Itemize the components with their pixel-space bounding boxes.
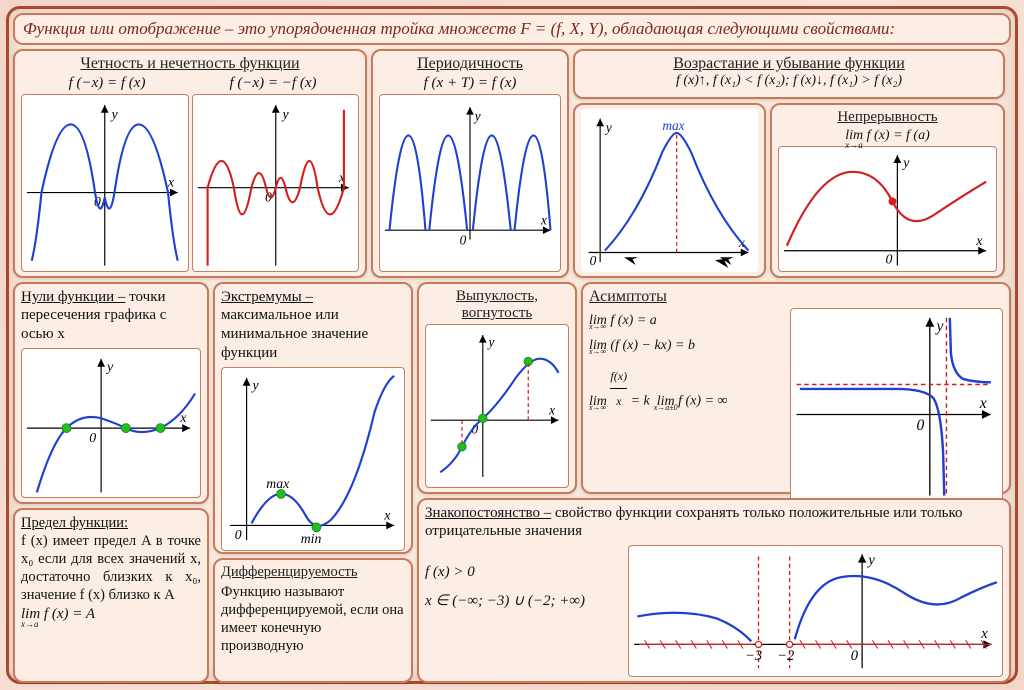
content-grid: Четность и нечетность функции f (−x) = f… bbox=[13, 49, 1011, 673]
svg-text:y: y bbox=[604, 120, 612, 135]
extrema-chart: y x 0 max min bbox=[221, 367, 405, 551]
svg-text:0: 0 bbox=[851, 648, 859, 664]
period-title: Периодичность bbox=[379, 55, 561, 73]
svg-text:y: y bbox=[110, 107, 119, 122]
parity-title: Четность и нечетность функции bbox=[21, 55, 359, 73]
convex-title: Выпуклость, вогнутость bbox=[425, 288, 569, 322]
limit-text: Предел функции: f (x) имеет предел A в т… bbox=[21, 514, 201, 605]
continuity-panel: Непрерывность limx→a f (x) = f (a) y x 0 bbox=[770, 103, 1005, 278]
sign-text: Знакопостоянство – свойство функции сохр… bbox=[425, 504, 1003, 542]
continuity-title: Непрерывность bbox=[778, 109, 997, 126]
diff-panel: Дифференцируемость Функцию называют дифф… bbox=[213, 558, 413, 683]
extrema-text: Экстремумы – максимальное или минимально… bbox=[221, 288, 405, 363]
continuity-chart: y x 0 bbox=[778, 146, 997, 272]
svg-text:y: y bbox=[280, 107, 289, 122]
asymptote-chart: y x 0 bbox=[790, 308, 1003, 504]
monotone-chart-panel: yx0 max bbox=[573, 103, 766, 278]
odd-chart: yx0 bbox=[192, 94, 360, 272]
asymptote-panel: Асимптоты limx→∞ f (x) = a limx→∞ (f (x)… bbox=[581, 282, 1011, 494]
svg-text:x: x bbox=[548, 402, 555, 417]
header: Функция или отображение – это упорядочен… bbox=[13, 13, 1011, 45]
extrema-panel: Экстремумы – максимальное или минимально… bbox=[213, 282, 413, 554]
diff-title: Дифференцируемость bbox=[221, 564, 405, 581]
svg-text:min: min bbox=[301, 531, 322, 546]
sign-panel: Знакопостоянство – свойство функции сохр… bbox=[417, 498, 1011, 683]
svg-text:0: 0 bbox=[886, 252, 893, 267]
svg-text:x: x bbox=[167, 175, 174, 190]
monotone-formula: f (x)↑, f (x₁) < f (x₂); f (x)↓, f (x₁) … bbox=[581, 73, 997, 89]
zeros-chart: yx0 bbox=[21, 348, 201, 498]
svg-text:y: y bbox=[473, 108, 481, 123]
svg-text:x: x bbox=[540, 213, 547, 228]
svg-text:0: 0 bbox=[89, 430, 96, 445]
convex-panel: Выпуклость, вогнутость yx0 bbox=[417, 282, 577, 494]
monotone-title: Возрастание и убывание функции bbox=[581, 55, 997, 73]
diff-text: Функцию называют дифференцируемой, если … bbox=[221, 583, 405, 656]
asymptote-title: Асимптоты bbox=[589, 288, 1003, 306]
monotone-chart: yx0 max bbox=[581, 109, 758, 272]
limit-panel: Предел функции: f (x) имеет предел A в т… bbox=[13, 508, 209, 683]
svg-text:y: y bbox=[901, 155, 910, 170]
main-frame: Функция или отображение – это упорядочен… bbox=[6, 6, 1018, 684]
svg-text:y: y bbox=[105, 359, 114, 374]
svg-text:y: y bbox=[866, 553, 875, 569]
parity-formulas: f (−x) = f (x) f (−x) = −f (x) bbox=[21, 75, 359, 92]
even-chart: yx0 bbox=[21, 94, 189, 272]
svg-text:x: x bbox=[975, 233, 983, 248]
convex-chart: yx0 bbox=[425, 324, 569, 488]
svg-text:max: max bbox=[662, 118, 684, 133]
sign-formulas: f (x) > 0 x ∈ (−∞; −3) ∪ (−2; +∞) bbox=[425, 545, 620, 677]
svg-text:0: 0 bbox=[460, 232, 467, 247]
continuity-formula: limx→a f (x) = f (a) bbox=[778, 128, 997, 144]
zeros-panel: Нули функции – точки пересечения графика… bbox=[13, 282, 209, 504]
svg-text:y: y bbox=[486, 334, 494, 349]
sign-chart: y x 0 −3 −2 bbox=[628, 545, 1003, 677]
period-panel: Периодичность f (x + T) = f (x) y x 0 bbox=[371, 49, 569, 278]
zeros-text: Нули функции – точки пересечения графика… bbox=[21, 288, 201, 344]
limit-formula: limx→a f (x) = A bbox=[21, 606, 201, 623]
svg-text:0: 0 bbox=[590, 253, 597, 268]
parity-panel: Четность и нечетность функции f (−x) = f… bbox=[13, 49, 367, 278]
period-formula: f (x + T) = f (x) bbox=[379, 75, 561, 92]
svg-text:0: 0 bbox=[916, 417, 924, 434]
svg-text:y: y bbox=[934, 318, 943, 335]
svg-text:0: 0 bbox=[235, 527, 242, 542]
svg-text:−2: −2 bbox=[777, 648, 794, 664]
svg-text:x: x bbox=[383, 507, 391, 522]
monotone-panel-head: Возрастание и убывание функции f (x)↑, f… bbox=[573, 49, 1005, 99]
svg-text:x: x bbox=[980, 626, 988, 642]
period-chart: y x 0 bbox=[379, 94, 561, 272]
svg-text:−3: −3 bbox=[745, 648, 762, 664]
svg-text:y: y bbox=[250, 377, 259, 392]
svg-text:x: x bbox=[979, 394, 987, 411]
svg-text:max: max bbox=[266, 476, 290, 491]
asymptote-formulas: limx→∞ f (x) = a limx→∞ (f (x) − kx) = b… bbox=[589, 308, 784, 504]
